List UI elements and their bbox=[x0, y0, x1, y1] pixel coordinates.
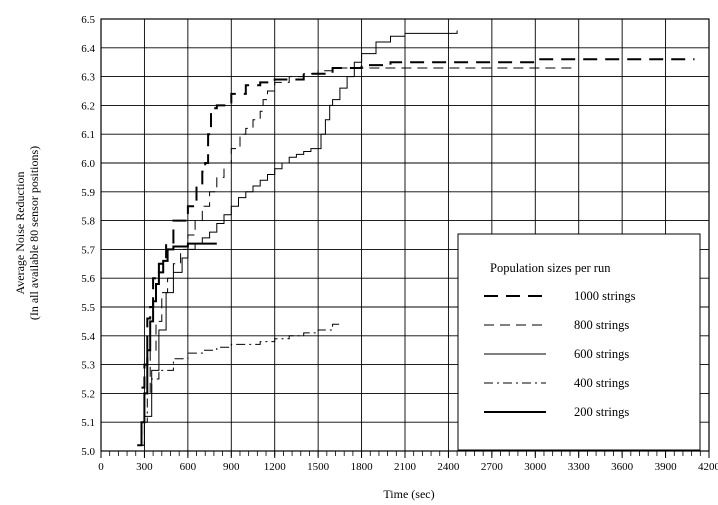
y-tick-label: 5.5 bbox=[81, 302, 95, 314]
series-line bbox=[138, 30, 458, 446]
x-tick-label: 4200 bbox=[698, 461, 718, 473]
y-tick-label: 5.6 bbox=[81, 273, 95, 285]
x-tick-label: 2700 bbox=[481, 461, 504, 473]
legend-title: Population sizes per run bbox=[490, 261, 611, 275]
x-tick-label: 900 bbox=[223, 461, 240, 473]
legend: Population sizes per run 1000 strings 800… bbox=[457, 233, 701, 451]
y-tick-label: 5.1 bbox=[81, 417, 95, 429]
x-tick-label: 3900 bbox=[655, 461, 678, 473]
x-tick-label: 3300 bbox=[568, 461, 591, 473]
y-axis-title: Average Noise Reduction bbox=[13, 171, 27, 294]
series-lines bbox=[137, 30, 695, 447]
y-tick-label: 6.1 bbox=[81, 129, 95, 141]
series-line bbox=[143, 321, 341, 423]
legend-label: 600 strings bbox=[574, 347, 629, 361]
legend-label: 800 strings bbox=[574, 318, 629, 332]
x-tick-label: 2100 bbox=[394, 461, 417, 473]
legend-label: 400 strings bbox=[574, 376, 629, 390]
y-tick-label: 5.4 bbox=[81, 331, 95, 343]
y-tick-label: 6.0 bbox=[81, 158, 95, 170]
legend-label: 1000 strings bbox=[574, 289, 636, 303]
y-tick-label: 6.2 bbox=[81, 100, 95, 112]
y-tick-label: 5.9 bbox=[81, 187, 95, 199]
axes bbox=[100, 18, 710, 458]
x-tick-label: 300 bbox=[136, 461, 153, 473]
y-tick-label: 5.2 bbox=[81, 388, 95, 400]
x-tick-label: 1200 bbox=[264, 461, 287, 473]
x-tick-label: 1500 bbox=[307, 461, 330, 473]
x-tick-label: 1800 bbox=[351, 461, 374, 473]
x-tick-label: 3000 bbox=[524, 461, 547, 473]
x-tick-label: 600 bbox=[180, 461, 197, 473]
y-tick-label: 6.5 bbox=[81, 14, 95, 26]
legend-label: 200 strings bbox=[574, 405, 629, 419]
x-tick-label: 3600 bbox=[611, 461, 634, 473]
y-tick-label: 5.3 bbox=[81, 360, 95, 372]
y-tick-label: 6.4 bbox=[81, 43, 95, 55]
y-tick-label: 6.3 bbox=[81, 72, 95, 84]
legend-items: 1000 strings 800 strings 600 strings 400 st… bbox=[484, 289, 636, 419]
y-tick-label: 5.8 bbox=[81, 216, 95, 228]
y-tick-label: 5.7 bbox=[81, 244, 95, 256]
series-line bbox=[141, 58, 695, 389]
y-axis-subtitle: (In all available 80 sensor positions) bbox=[27, 146, 41, 320]
legend-box bbox=[457, 233, 701, 451]
series-line bbox=[137, 242, 217, 447]
x-axis-title: Time (sec) bbox=[383, 487, 434, 501]
x-tick-label: 0 bbox=[98, 461, 104, 473]
y-tick-label: 5.0 bbox=[81, 446, 95, 458]
x-tick-labels: 0 300 600 900 1200 1500 1800 2100 2400 2700 3000 33… bbox=[98, 461, 718, 473]
x-tick-label: 2400 bbox=[437, 461, 460, 473]
plot-frame bbox=[100, 18, 710, 452]
y-tick-labels: 5.0 5.1 5.2 5.3 5.4 5.5 5.6 5.7 5.8 5.9 6.0 6.1 6.2 6… bbox=[81, 14, 95, 458]
